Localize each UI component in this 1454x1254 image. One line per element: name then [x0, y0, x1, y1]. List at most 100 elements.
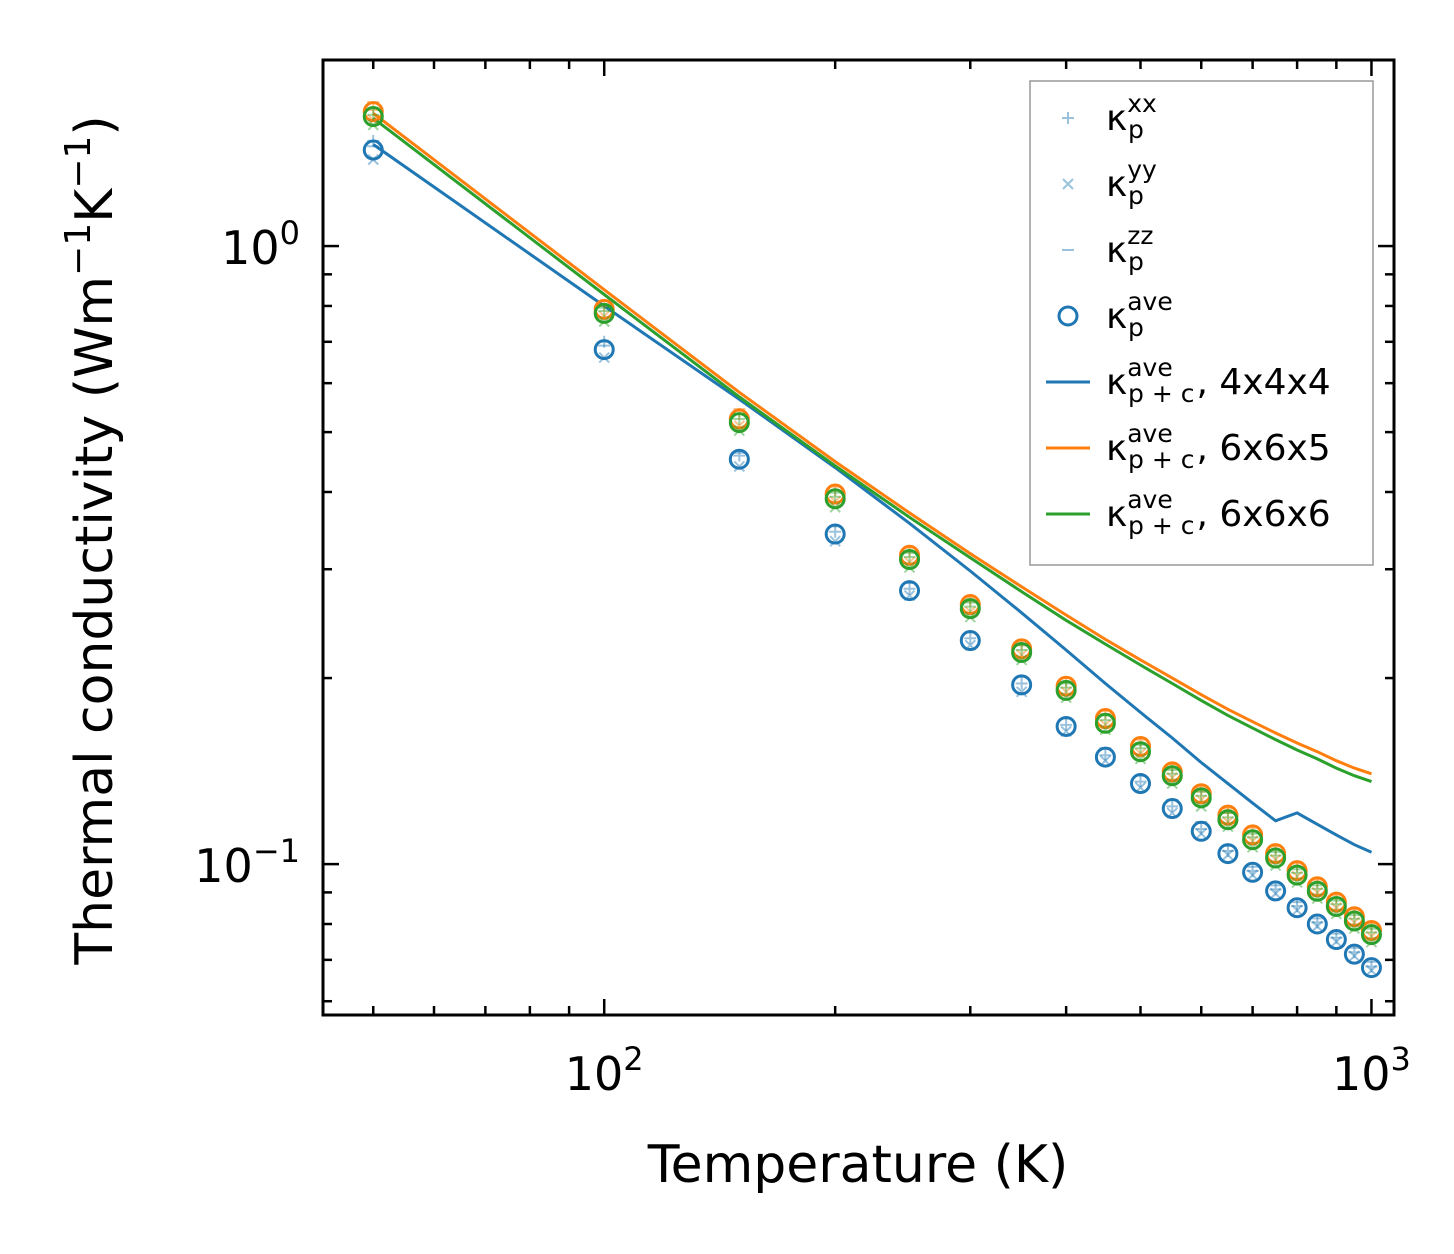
point-ave: [1161, 765, 1183, 787]
y-tick-label: 100: [221, 214, 300, 275]
point-ave: [1190, 820, 1212, 842]
point-ave: [1265, 880, 1287, 902]
y-axis-label-exp1: −1: [58, 223, 99, 276]
point-yy: [1246, 869, 1259, 881]
point-ave: [959, 630, 981, 652]
y-tick-exponent: −1: [253, 832, 300, 870]
point-yy: [1348, 922, 1361, 935]
point-ave: [1011, 641, 1033, 663]
point-ave: [1306, 880, 1328, 902]
legend-plus-icon: [1062, 112, 1074, 124]
y-axis-label: Thermal conductivity (Wm−1K−1): [58, 115, 125, 965]
point-xx: [1134, 775, 1147, 788]
y-axis-label-close: ): [65, 115, 125, 135]
x-tick-base: 10: [565, 1047, 624, 1101]
y-axis-label-exp2: −1: [58, 136, 99, 189]
point-yy: [1222, 816, 1234, 828]
legend-kappa: κ: [1106, 164, 1127, 205]
point-yy: [829, 535, 841, 547]
point-xx: [1166, 767, 1179, 780]
point-ave: [899, 549, 921, 571]
point-xx: [1195, 822, 1208, 835]
point-ave: [1325, 929, 1347, 951]
point-yy: [1222, 849, 1234, 861]
point-yy: [1311, 920, 1324, 933]
point-xx: [1060, 681, 1073, 694]
plot-frame: [321, 58, 1396, 1017]
legend-subscript: p + c: [1128, 379, 1194, 408]
legend-circle-icon: [1057, 305, 1079, 327]
legend-suffix: , 6x6x6: [1197, 494, 1331, 535]
x-axis-label: Temperature (K): [647, 1135, 1069, 1195]
point-xx: [598, 305, 611, 318]
legend-subscript: p: [1128, 115, 1144, 144]
legend-kappa: κ: [1106, 230, 1127, 271]
legend-label: κzz p: [1106, 221, 1153, 276]
point-yy: [1365, 936, 1378, 948]
point-ave: [899, 580, 921, 602]
point-xx: [1269, 883, 1282, 896]
point-ave: [1094, 746, 1116, 768]
point-xx: [1166, 800, 1179, 813]
point-yy: [1134, 753, 1147, 765]
point-yy: [1348, 950, 1361, 962]
legend-entry: κzz p: [1062, 221, 1153, 276]
point-xx: [1015, 677, 1028, 690]
x-tick-exponent: 2: [623, 1040, 643, 1078]
point-xx: [1195, 789, 1208, 802]
x-tick-base: 10: [1332, 1047, 1391, 1101]
legend-suffix: , 4x4x4: [1197, 362, 1331, 403]
legend-label: κave p + c, 4x4x4: [1106, 353, 1331, 408]
point-yy: [1195, 827, 1207, 840]
point-ave: [1190, 787, 1212, 809]
point-xx: [829, 525, 842, 538]
line-series-1: [372, 143, 1373, 854]
x-tick-label: 103: [1332, 1040, 1411, 1101]
point-xx: [964, 632, 977, 645]
legend-subscript: p: [1128, 313, 1144, 342]
point-ave: [1286, 897, 1308, 919]
legend-entry: κxx p: [1062, 89, 1157, 144]
point-ave: [1011, 674, 1033, 696]
y-axis-label-k: K: [65, 187, 125, 223]
legend-subscript: p: [1128, 181, 1144, 210]
legend-label: κyy p: [1106, 155, 1157, 210]
legend-superscript: xx: [1127, 89, 1157, 118]
point-ave: [728, 412, 750, 434]
point-ave: [1055, 715, 1077, 737]
point-ave: [593, 339, 615, 361]
point-xx: [903, 550, 916, 563]
point-ave: [1360, 957, 1382, 979]
point-xx: [367, 108, 380, 121]
y-axis-label-main: Thermal conductivity (Wm: [65, 276, 125, 966]
point-xx: [1291, 900, 1304, 913]
legend-box: [1029, 80, 1374, 566]
point-series-group: [362, 101, 1382, 979]
point-yy: [1015, 654, 1028, 666]
point-xx: [1099, 749, 1112, 762]
x-tick-exponent: 3: [1391, 1040, 1411, 1078]
point-ave: [959, 598, 981, 620]
point-ave: [728, 448, 750, 470]
point-yy: [733, 460, 746, 473]
point-ave: [1286, 864, 1308, 886]
legend-entry: κave p + c, 6x6x5: [1046, 419, 1331, 474]
point-yy: [1060, 691, 1072, 704]
point-xx: [1099, 714, 1112, 727]
point-ave: [362, 139, 384, 161]
point-ave: [1360, 924, 1382, 946]
point-xx: [1015, 644, 1028, 657]
point-xx: [1311, 882, 1324, 895]
point-ave: [824, 523, 846, 545]
line-series-3: [372, 117, 1372, 784]
point-yy: [903, 556, 916, 568]
point-ave: [824, 488, 846, 510]
point-xx: [1246, 864, 1259, 877]
point-xx: [1060, 718, 1073, 731]
point-yy: [1291, 876, 1303, 889]
point-xx: [1269, 849, 1282, 862]
point-ave: [1242, 861, 1264, 883]
point-ave: [1094, 712, 1116, 734]
